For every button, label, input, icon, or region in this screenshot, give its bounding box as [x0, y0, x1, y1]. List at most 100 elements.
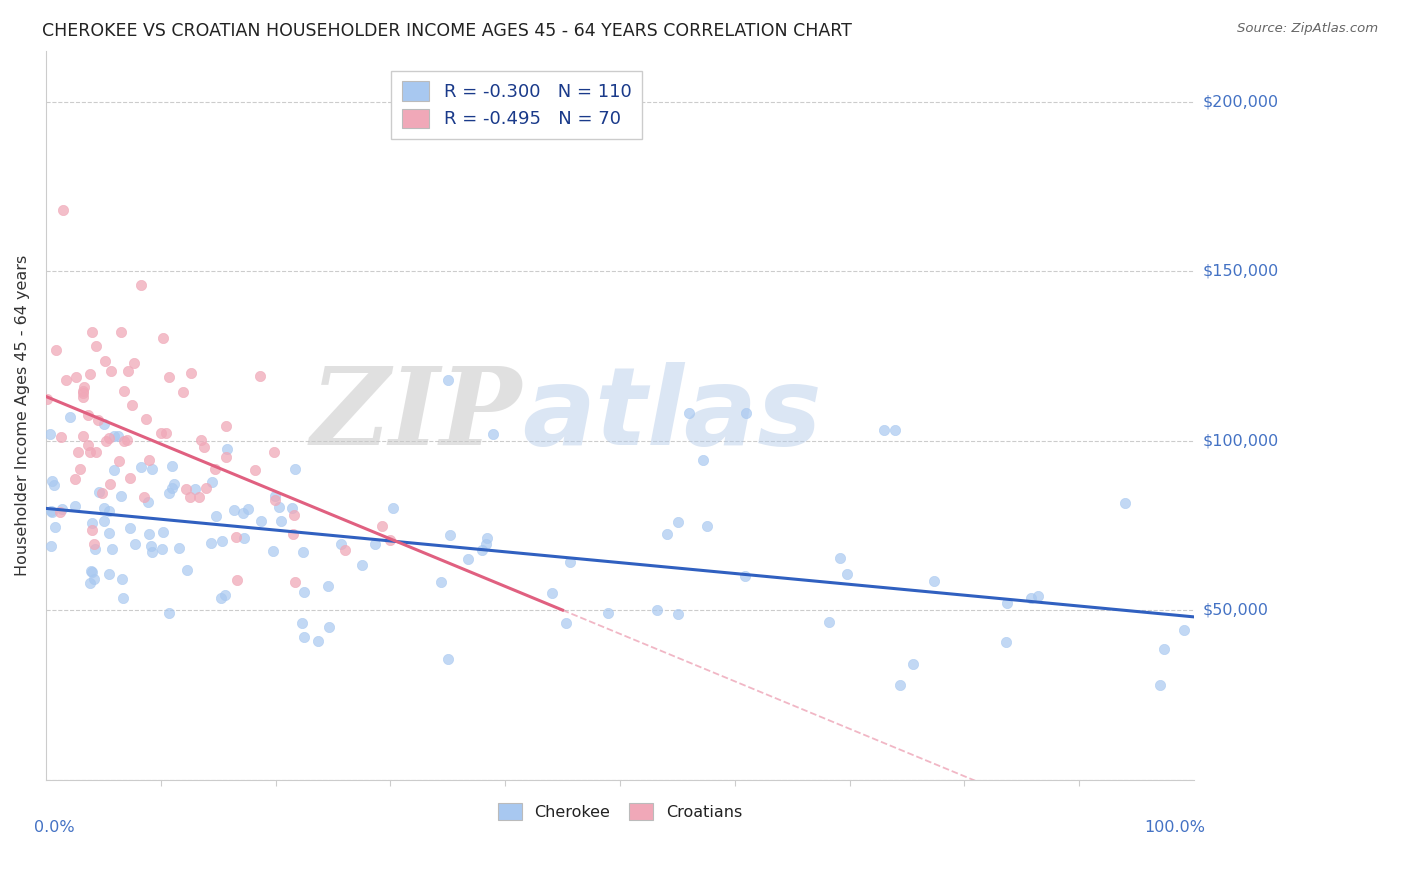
- Text: $200,000: $200,000: [1202, 94, 1278, 109]
- Point: [204, 462, 226, 476]
- Point: [72, 429, 94, 443]
- Point: [87, 485, 110, 500]
- Point: [335, 543, 357, 558]
- Point: [179, 491, 201, 505]
- Point: [830, 550, 852, 565]
- Point: [180, 366, 202, 380]
- Point: [80, 516, 103, 530]
- Point: [439, 528, 461, 542]
- Point: [49, 505, 72, 519]
- Point: [429, 575, 451, 590]
- Point: [169, 541, 191, 555]
- Point: [371, 518, 394, 533]
- Point: [38, 427, 60, 442]
- Point: [924, 574, 946, 588]
- Point: [176, 482, 198, 496]
- Point: [41, 474, 63, 488]
- Point: [100, 364, 122, 378]
- Point: [93, 417, 115, 431]
- Point: [884, 424, 907, 438]
- Point: [190, 433, 212, 447]
- Point: [80, 523, 103, 537]
- Point: [889, 678, 911, 692]
- Point: [98, 476, 121, 491]
- Point: [176, 562, 198, 576]
- Point: [381, 500, 404, 515]
- Point: [69, 462, 91, 476]
- Point: [329, 537, 352, 551]
- Point: [205, 508, 228, 523]
- Point: [141, 545, 163, 559]
- Point: [243, 463, 266, 477]
- Point: [645, 603, 668, 617]
- Point: [97, 431, 120, 445]
- Text: 0.0%: 0.0%: [35, 820, 75, 835]
- Point: [233, 531, 256, 545]
- Point: [111, 573, 134, 587]
- Point: [318, 579, 340, 593]
- Point: [692, 453, 714, 467]
- Point: [63, 472, 86, 486]
- Point: [225, 573, 247, 587]
- Point: [84, 444, 107, 458]
- Point: [437, 652, 460, 666]
- Point: [291, 616, 314, 631]
- Point: [162, 481, 184, 495]
- Point: [558, 555, 581, 569]
- Point: [995, 635, 1018, 649]
- Point: [136, 495, 159, 509]
- Point: [117, 434, 139, 448]
- Point: [222, 503, 245, 517]
- Point: [103, 428, 125, 442]
- Point: [225, 530, 247, 544]
- Point: [132, 490, 155, 504]
- Point: [307, 633, 329, 648]
- Point: [163, 476, 186, 491]
- Point: [135, 412, 157, 426]
- Point: [87, 413, 110, 427]
- Point: [267, 500, 290, 514]
- Y-axis label: Householder Income Ages 45 - 64 years: Householder Income Ages 45 - 64 years: [15, 254, 30, 575]
- Point: [59, 410, 82, 425]
- Point: [159, 606, 181, 620]
- Point: [129, 277, 152, 292]
- Point: [270, 514, 292, 528]
- Text: 100.0%: 100.0%: [1144, 820, 1205, 835]
- Point: [263, 489, 285, 503]
- Point: [187, 490, 209, 504]
- Point: [471, 543, 494, 558]
- Point: [82, 325, 104, 339]
- Point: [481, 427, 503, 442]
- Point: [1173, 624, 1195, 638]
- Point: [41, 504, 63, 518]
- Text: ZIP: ZIP: [311, 362, 523, 468]
- Point: [107, 454, 129, 468]
- Point: [41, 504, 63, 518]
- Point: [155, 426, 177, 441]
- Point: [79, 445, 101, 459]
- Point: [157, 486, 180, 500]
- Point: [91, 486, 114, 500]
- Point: [364, 537, 387, 551]
- Point: [79, 575, 101, 590]
- Point: [735, 407, 758, 421]
- Point: [120, 471, 142, 485]
- Point: [52, 202, 75, 217]
- Text: atlas: atlas: [523, 362, 823, 468]
- Point: [41, 539, 63, 553]
- Point: [281, 500, 304, 515]
- Point: [112, 434, 135, 449]
- Point: [150, 425, 173, 440]
- Point: [110, 325, 132, 339]
- Point: [120, 520, 142, 534]
- Point: [117, 364, 139, 378]
- Point: [873, 424, 896, 438]
- Point: [201, 475, 224, 490]
- Point: [184, 482, 207, 496]
- Point: [666, 607, 689, 621]
- Point: [73, 379, 96, 393]
- Point: [110, 489, 132, 503]
- Point: [112, 591, 135, 606]
- Point: [162, 459, 184, 474]
- Point: [141, 540, 163, 554]
